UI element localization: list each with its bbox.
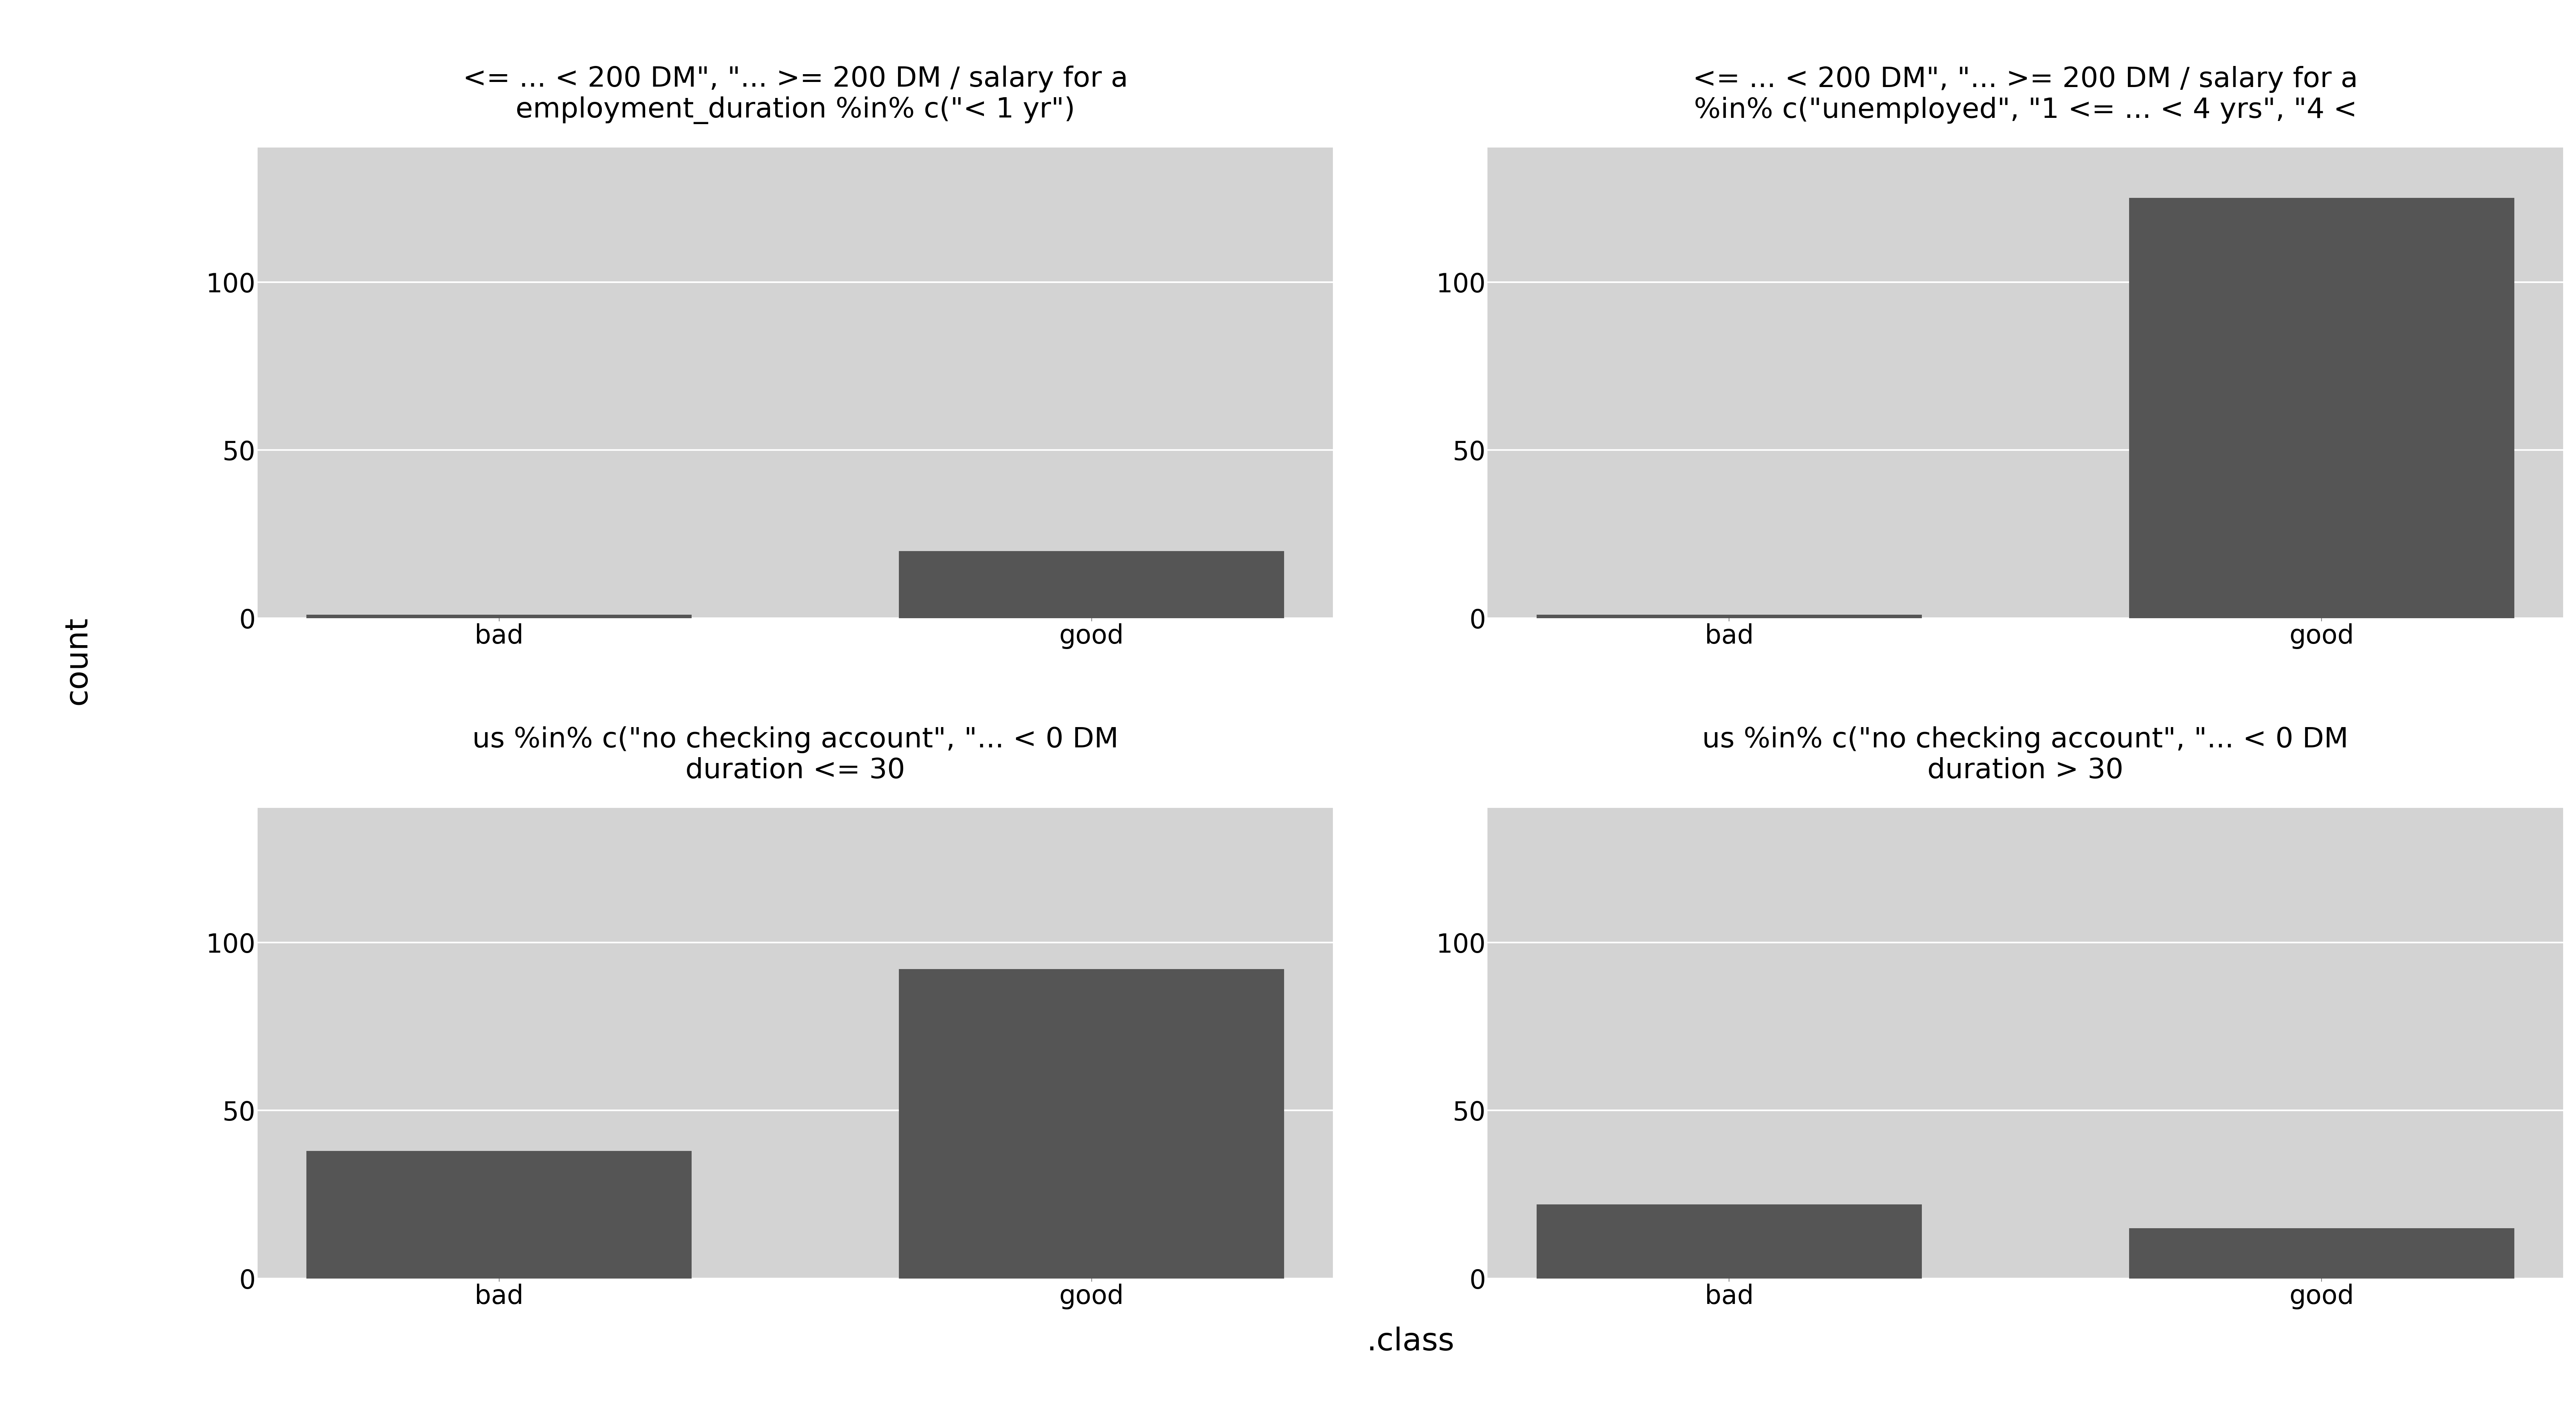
Text: <= ... < 200 DM", "... >= 200 DM / salary for a
employment_duration %in% c("< 1 : <= ... < 200 DM", "... >= 200 DM / salar… [464, 66, 1128, 124]
Bar [307, 615, 690, 618]
Bar [1535, 1204, 1922, 1279]
Text: .class: .class [1365, 1326, 1455, 1357]
Text: <= ... < 200 DM", "... >= 200 DM / salary for a
%in% c("unemployed", "1 <= ... <: <= ... < 200 DM", "... >= 200 DM / salar… [1692, 66, 2357, 124]
Bar [2130, 1228, 2514, 1279]
Text: us %in% c("no checking account", "... < 0 DM
duration > 30: us %in% c("no checking account", "... < … [1703, 726, 2349, 784]
Bar [899, 969, 1285, 1279]
Text: us %in% c("no checking account", "... < 0 DM
duration <= 30: us %in% c("no checking account", "... < … [471, 726, 1118, 784]
Text: count: count [62, 615, 93, 705]
Bar [307, 1151, 690, 1279]
Bar [1535, 615, 1922, 618]
Bar [899, 551, 1285, 618]
Bar [2130, 198, 2514, 618]
